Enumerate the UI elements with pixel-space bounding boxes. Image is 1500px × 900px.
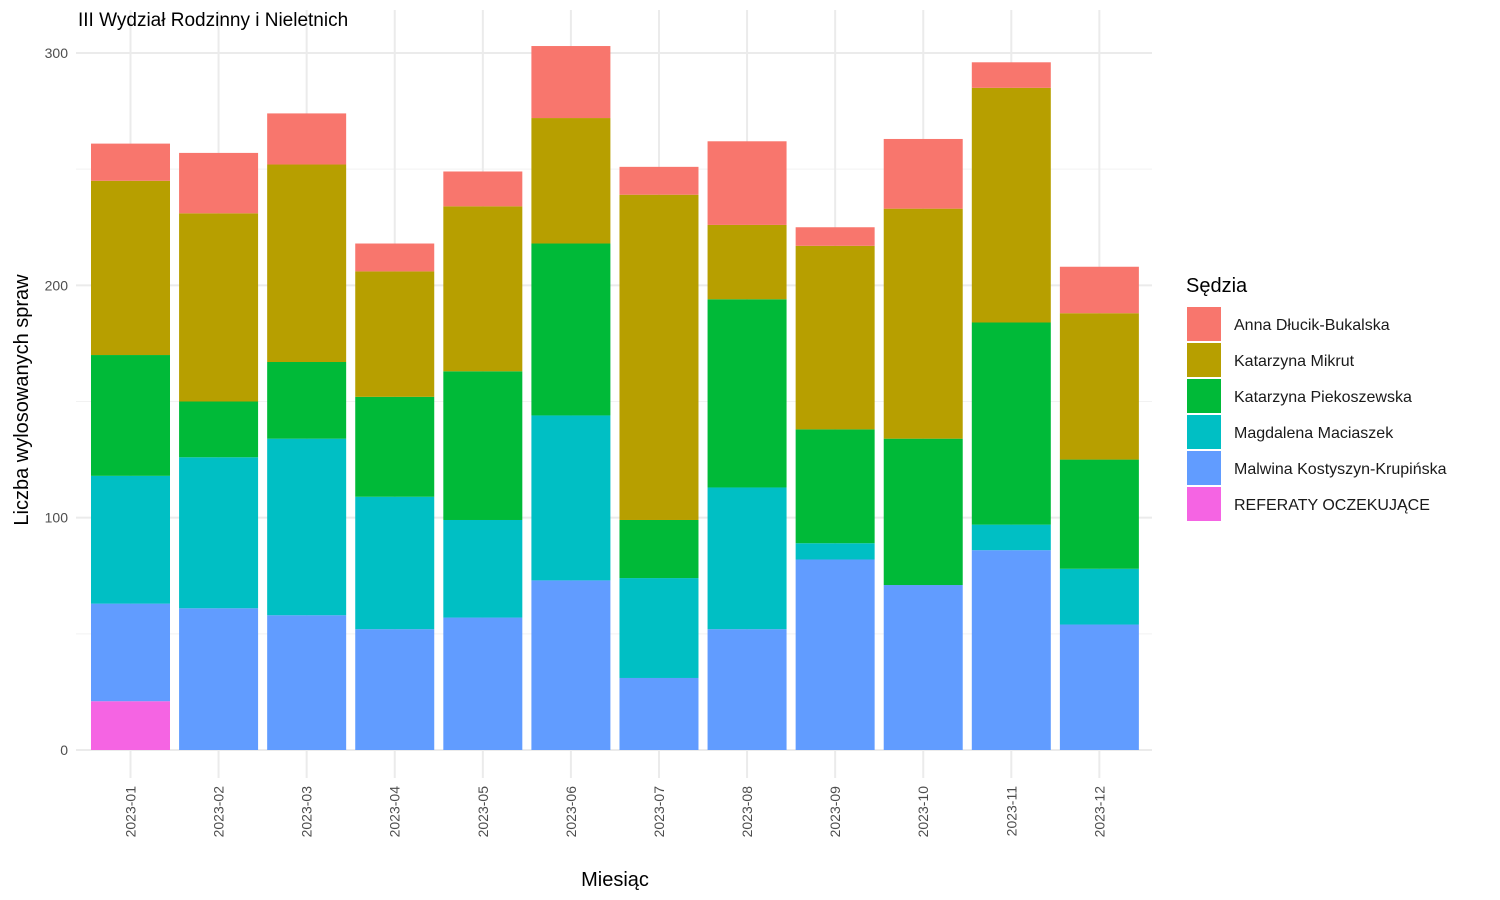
y-tick-label: 0 — [60, 742, 68, 758]
bar-segment-2023-12-katarzyna-piekoszewska — [1059, 459, 1139, 569]
bar-segment-2023-09-malwina-kostyszyn-krupińska — [795, 559, 875, 750]
bar-segment-2023-01-referaty-oczekujące — [91, 701, 170, 750]
bar-segment-2023-01-katarzyna-mikrut — [91, 180, 170, 356]
x-tick-label: 2023-08 — [739, 786, 755, 838]
bar-segment-2023-08-katarzyna-mikrut — [707, 224, 787, 300]
bar-segment-2023-03-anna-dłucik-bukalska — [267, 113, 347, 165]
bar-segment-2023-03-magdalena-maciaszek — [267, 438, 347, 616]
bar-segment-2023-07-anna-dłucik-bukalska — [619, 166, 699, 195]
y-tick-label: 300 — [45, 45, 69, 61]
bar-segment-2023-05-katarzyna-mikrut — [443, 206, 523, 372]
bar-segment-2023-11-katarzyna-piekoszewska — [971, 322, 1051, 525]
bar-segment-2023-10-katarzyna-mikrut — [883, 208, 963, 439]
bar-segment-2023-06-katarzyna-piekoszewska — [531, 243, 611, 416]
bar-segment-2023-05-malwina-kostyszyn-krupińska — [443, 617, 523, 750]
x-tick-label: 2023-04 — [387, 786, 403, 838]
bar-segment-2023-01-katarzyna-piekoszewska — [91, 355, 170, 476]
bar-segment-2023-08-katarzyna-piekoszewska — [707, 299, 787, 488]
bar-segment-2023-02-malwina-kostyszyn-krupińska — [179, 608, 259, 750]
x-tick-label: 2023-03 — [299, 786, 315, 838]
legend-title: Sędzia — [1186, 275, 1248, 297]
x-axis-title: Miesiąc — [581, 869, 649, 891]
legend-key-label: REFERATY OCZEKUJĄCE — [1234, 497, 1430, 514]
legend-key-label: Katarzyna Mikrut — [1234, 353, 1355, 370]
bar-segment-2023-11-magdalena-maciaszek — [971, 524, 1051, 551]
bar-segment-2023-04-malwina-kostyszyn-krupińska — [355, 629, 435, 750]
bar-segment-2023-12-katarzyna-mikrut — [1059, 313, 1139, 460]
bar-segment-2023-06-katarzyna-mikrut — [531, 118, 611, 244]
bar-segment-2023-10-katarzyna-piekoszewska — [883, 438, 963, 586]
bar-segment-2023-09-katarzyna-mikrut — [795, 245, 875, 430]
bar-segment-2023-01-magdalena-maciaszek — [91, 475, 170, 604]
x-tick-label: 2023-07 — [651, 786, 667, 838]
bar-segment-2023-03-malwina-kostyszyn-krupińska — [267, 615, 347, 750]
bar-segment-2023-06-anna-dłucik-bukalska — [531, 46, 611, 119]
chart-title: III Wydział Rodzinny i Nieletnich — [78, 10, 348, 31]
bar-segment-2023-09-anna-dłucik-bukalska — [795, 227, 875, 246]
bar-segment-2023-07-katarzyna-mikrut — [619, 194, 699, 520]
legend-key-swatch — [1187, 343, 1221, 377]
legend-key-swatch — [1187, 487, 1221, 521]
x-tick-label: 2023-06 — [563, 786, 579, 838]
bar-segment-2023-02-katarzyna-piekoszewska — [179, 401, 259, 458]
bar-segment-2023-06-malwina-kostyszyn-krupińska — [531, 580, 611, 750]
bar-segment-2023-08-anna-dłucik-bukalska — [707, 141, 787, 225]
bar-segment-2023-09-magdalena-maciaszek — [795, 543, 875, 560]
y-axis-title: Liczba wylosowanych spraw — [11, 274, 33, 526]
bar-segment-2023-12-magdalena-maciaszek — [1059, 568, 1139, 625]
bars-layer — [91, 46, 1139, 750]
bar-segment-2023-10-malwina-kostyszyn-krupińska — [883, 585, 963, 750]
bar-segment-2023-07-magdalena-maciaszek — [619, 578, 699, 678]
y-axis: 0 100 200 300 — [45, 45, 69, 758]
bar-segment-2023-12-malwina-kostyszyn-krupińska — [1059, 624, 1139, 750]
x-tick-label: 2023-05 — [475, 786, 491, 838]
bar-segment-2023-04-katarzyna-mikrut — [355, 271, 435, 397]
x-tick-label: 2023-10 — [915, 786, 931, 838]
bar-segment-2023-03-katarzyna-mikrut — [267, 164, 347, 363]
x-axis: 2023-01 2023-02 2023-03 2023-04 2023-05 2023-… — [123, 786, 1108, 838]
bar-segment-2023-10-anna-dłucik-bukalska — [883, 138, 963, 209]
bar-segment-2023-12-anna-dłucik-bukalska — [1059, 266, 1139, 314]
bar-segment-2023-05-anna-dłucik-bukalska — [443, 171, 523, 207]
legend-key-swatch — [1187, 451, 1221, 485]
bar-segment-2023-05-katarzyna-piekoszewska — [443, 371, 523, 520]
legend-key-label: Katarzyna Piekoszewska — [1234, 389, 1412, 406]
legend-key-swatch — [1187, 415, 1221, 449]
y-tick-label: 200 — [45, 277, 69, 293]
bar-segment-2023-08-malwina-kostyszyn-krupińska — [707, 629, 787, 750]
bar-segment-2023-01-anna-dłucik-bukalska — [91, 143, 170, 181]
bar-segment-2023-05-magdalena-maciaszek — [443, 519, 523, 618]
bar-segment-2023-06-magdalena-maciaszek — [531, 415, 611, 581]
x-tick-label: 2023-11 — [1003, 786, 1019, 837]
bar-segment-2023-04-anna-dłucik-bukalska — [355, 243, 435, 272]
bar-segment-2023-07-malwina-kostyszyn-krupińska — [619, 677, 699, 750]
bar-segment-2023-03-katarzyna-piekoszewska — [267, 362, 347, 439]
bar-segment-2023-04-magdalena-maciaszek — [355, 496, 435, 630]
legend-key-label: Malwina Kostyszyn-Krupińska — [1234, 461, 1447, 478]
x-tick-label: 2023-09 — [827, 786, 843, 838]
legend-key-label: Magdalena Maciaszek — [1234, 425, 1394, 442]
bar-segment-2023-02-magdalena-maciaszek — [179, 457, 259, 609]
bar-segment-2023-09-katarzyna-piekoszewska — [795, 429, 875, 544]
y-tick-label: 100 — [45, 510, 69, 526]
bar-segment-2023-04-katarzyna-piekoszewska — [355, 396, 435, 497]
bar-segment-2023-08-magdalena-maciaszek — [707, 487, 787, 630]
bar-segment-2023-11-malwina-kostyszyn-krupińska — [971, 550, 1051, 750]
bar-segment-2023-11-katarzyna-mikrut — [971, 87, 1051, 323]
x-tick-label: 2023-12 — [1091, 786, 1107, 838]
legend-key-swatch — [1187, 307, 1221, 341]
bar-segment-2023-02-anna-dłucik-bukalska — [179, 152, 259, 214]
legend-key-swatch — [1187, 379, 1221, 413]
legend: Sędzia Anna Dłucik-Bukalska Katarzyna Mik… — [1186, 275, 1447, 521]
bar-segment-2023-11-anna-dłucik-bukalska — [971, 62, 1051, 88]
x-tick-label: 2023-02 — [211, 786, 227, 838]
bar-segment-2023-02-katarzyna-mikrut — [179, 213, 259, 402]
bar-segment-2023-01-malwina-kostyszyn-krupińska — [91, 603, 170, 702]
x-tick-label: 2023-01 — [123, 786, 139, 838]
legend-key-label: Anna Dłucik-Bukalska — [1234, 317, 1390, 334]
bar-segment-2023-07-katarzyna-piekoszewska — [619, 519, 699, 579]
